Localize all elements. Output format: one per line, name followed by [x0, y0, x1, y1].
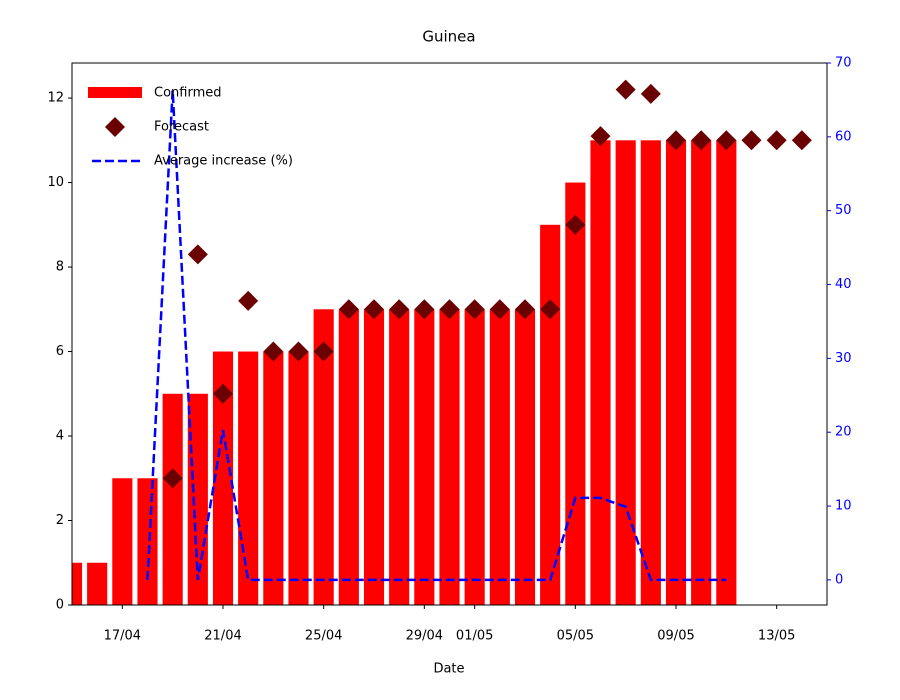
- legend-swatch: [105, 117, 125, 137]
- bar: [137, 478, 158, 605]
- forecast-marker: [263, 341, 284, 362]
- forecast-marker: [364, 299, 384, 320]
- x-tick-label: 29/04: [406, 629, 443, 644]
- y-tick-label: 10: [47, 175, 64, 190]
- y-tick-label: 4: [56, 429, 64, 444]
- bar: [716, 140, 737, 605]
- forecast-marker: [515, 299, 535, 320]
- bar: [665, 140, 687, 605]
- y2-tick-label: 50: [835, 203, 852, 218]
- forecast-marker: [213, 383, 233, 404]
- x-tick-label: 05/05: [557, 629, 594, 644]
- forecast-marker: [389, 299, 410, 320]
- x-tick-label: 01/05: [456, 629, 493, 644]
- bar: [615, 140, 636, 605]
- forecast-marker: [540, 299, 561, 320]
- bar: [112, 478, 133, 605]
- bar: [389, 309, 410, 605]
- bar: [691, 140, 712, 605]
- x-tick-label: 25/04: [305, 629, 342, 644]
- x-axis-label: Date: [433, 662, 464, 677]
- forecast-marker: [464, 299, 485, 320]
- forecast-marker: [162, 468, 183, 489]
- legend-label: Forecast: [154, 120, 209, 135]
- y-tick-label: 2: [56, 513, 64, 528]
- bar: [414, 309, 435, 605]
- forecast-marker: [338, 299, 359, 320]
- forecast-marker: [766, 130, 787, 151]
- line: [146, 90, 727, 582]
- legend-swatch: [88, 87, 142, 98]
- y2-tick-label: 20: [835, 425, 852, 440]
- forecast-marker: [414, 299, 435, 320]
- x-tick-label: 09/05: [657, 629, 694, 644]
- forecast-marker: [489, 299, 510, 320]
- forecast-marker: [615, 79, 636, 100]
- bar: [514, 309, 536, 605]
- y-tick-label: 12: [47, 91, 64, 106]
- bar: [439, 309, 460, 605]
- bar: [313, 309, 334, 605]
- y-tick-label: 0: [56, 598, 64, 613]
- x-tick-label: 21/04: [204, 629, 241, 644]
- bar: [464, 309, 485, 605]
- forecast-marker: [187, 244, 208, 265]
- bar: [338, 309, 359, 605]
- bar: [162, 393, 183, 605]
- bar: [72, 562, 83, 605]
- y-tick-label: 6: [56, 344, 64, 359]
- forecast-marker: [238, 290, 259, 311]
- bar: [540, 224, 561, 605]
- bar: [87, 562, 108, 605]
- y2-tick-label: 10: [835, 499, 852, 514]
- plot-frame: [71, 62, 828, 606]
- y2-tick-label: 70: [835, 56, 852, 71]
- x-tick-label: 17/04: [104, 629, 141, 644]
- bar: [238, 351, 259, 605]
- forecast-marker: [741, 130, 762, 151]
- bar: [590, 140, 611, 605]
- forecast-marker: [590, 126, 611, 147]
- forecast-marker: [439, 299, 460, 320]
- bar: [640, 140, 661, 605]
- forecast-marker: [313, 341, 334, 362]
- y2-tick-label: 0: [835, 572, 843, 587]
- bar: [288, 351, 309, 605]
- y2-tick-label: 30: [835, 351, 852, 366]
- y-tick-label: 8: [56, 260, 64, 275]
- forecast-marker: [791, 130, 812, 151]
- forecast-marker: [691, 130, 712, 151]
- legend-label: Confirmed: [154, 86, 222, 101]
- forecast-marker: [565, 214, 586, 235]
- forecast-marker: [288, 341, 309, 362]
- forecast-marker: [640, 83, 661, 104]
- bar: [489, 309, 510, 605]
- forecast-marker: [716, 130, 737, 151]
- bar: [263, 351, 284, 605]
- bar: [565, 182, 586, 605]
- bar: [363, 309, 385, 605]
- x-tick-label: 13/05: [758, 629, 795, 644]
- chart-title: Guinea: [422, 28, 475, 46]
- y2-tick-label: 40: [835, 277, 852, 292]
- legend-label: Average increase (%): [154, 154, 293, 169]
- bar: [212, 351, 234, 605]
- y2-tick-label: 60: [835, 129, 852, 144]
- forecast-marker: [666, 130, 686, 151]
